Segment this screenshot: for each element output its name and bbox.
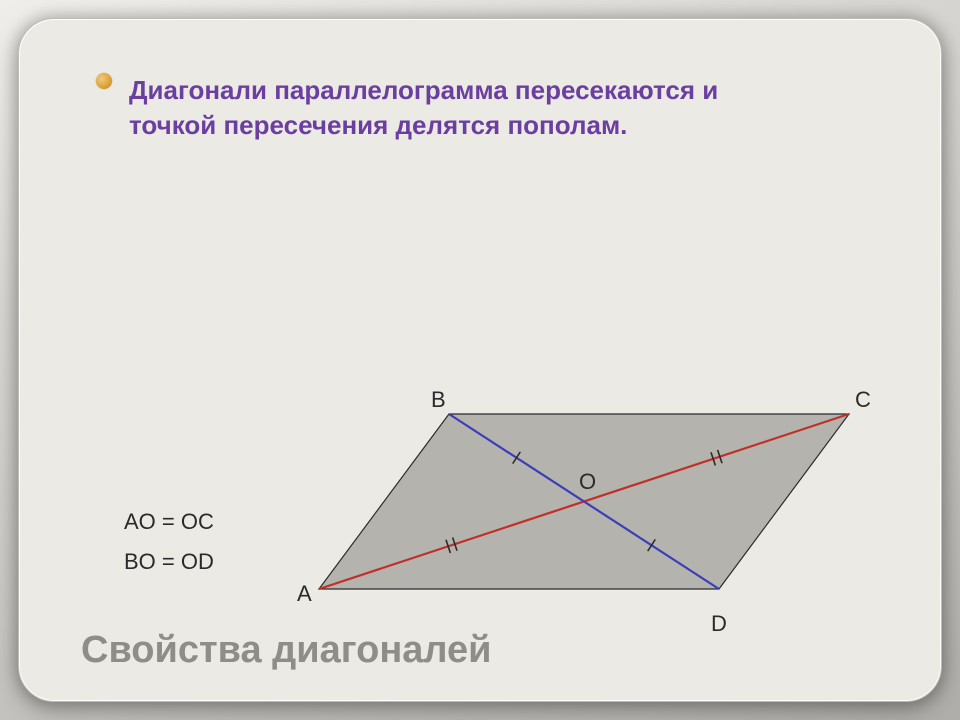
content-panel: Диагонали параллелограмма пересекаются и… (18, 18, 942, 702)
slide-background: Диагонали параллелограмма пересекаются и… (0, 0, 960, 720)
center-label-o: O (579, 469, 596, 495)
parallelogram-diagram (19, 19, 942, 702)
vertex-label-c: C (855, 387, 871, 413)
vertex-label-b: B (431, 387, 446, 413)
vertex-label-a: A (297, 581, 312, 607)
vertex-label-d: D (711, 611, 727, 637)
footer-title: Свойства диагоналей (81, 629, 492, 672)
